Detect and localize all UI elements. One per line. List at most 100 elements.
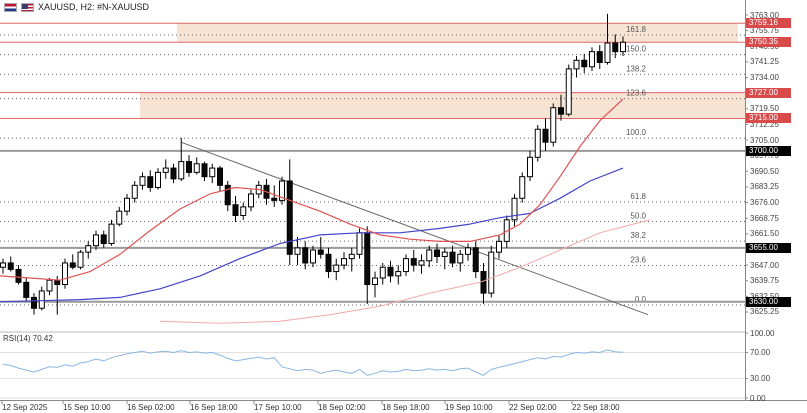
bearish-candle: [472, 247, 479, 273]
bullish-candle: [333, 264, 340, 273]
price-level-badge: 3715.00: [746, 113, 791, 124]
rsi-axis-label: 100.00: [750, 328, 775, 338]
chart-title: XAUUSD, H2: #N-XAUUSD: [38, 2, 150, 12]
bullish-candle: [279, 180, 285, 201]
bearish-candle: [31, 296, 37, 309]
time-axis-label: 18 Sep 02:00: [318, 403, 366, 412]
ma-medium-blue-line[interactable]: [0, 167, 624, 303]
price-level-badge: 3759.16: [746, 18, 791, 29]
price-axis-label: 3661.50: [750, 229, 779, 239]
ma-slow-pink-line[interactable]: [159, 219, 651, 324]
bearish-candle: [217, 167, 223, 186]
bullish-candle: [534, 128, 541, 158]
bearish-candle: [100, 234, 107, 245]
price-axis-label: 3763.00: [750, 10, 779, 20]
fib-level-label: 138.2: [626, 64, 647, 73]
price-axis-label: 3625.25: [750, 307, 779, 317]
bearish-candle: [54, 279, 61, 285]
bullish-candle: [294, 247, 301, 255]
bearish-candle: [186, 161, 192, 173]
bearish-candle: [410, 258, 417, 266]
bullish-candle: [155, 171, 161, 188]
bearish-candle: [271, 197, 278, 201]
bullish-candle: [441, 251, 448, 257]
bullish-candle: [488, 251, 495, 294]
time-axis-label: 22 Sep 02:00: [509, 403, 557, 412]
bullish-candle: [550, 107, 557, 143]
bullish-candle: [116, 210, 123, 225]
bullish-candle: [511, 197, 518, 221]
rsi-axis-label: 30.00: [750, 374, 771, 383]
bullish-candle: [372, 277, 378, 286]
bearish-candle: [612, 42, 619, 53]
bullish-candle: [77, 251, 84, 268]
bearish-candle: [69, 262, 76, 268]
rsi-line[interactable]: [2, 349, 624, 376]
bearish-candle: [201, 163, 208, 178]
bullish-candle: [604, 42, 611, 63]
bearish-candle: [581, 59, 588, 68]
price-axis-label: 3755.75: [750, 26, 779, 36]
bearish-candle: [325, 253, 332, 273]
price-axis-label: 3632.50: [750, 292, 779, 301]
bullish-candle: [426, 249, 433, 262]
trendline[interactable]: [180, 141, 649, 316]
ma-fast-red-line[interactable]: [0, 98, 624, 281]
bullish-candle: [178, 161, 185, 180]
bullish-candle: [573, 59, 580, 70]
time-axis-label: 12 Sep 2025: [2, 403, 48, 412]
bullish-candle: [162, 167, 169, 173]
bullish-candle: [0, 262, 6, 268]
time-axis-label: 19 Sep 10:00: [445, 403, 493, 412]
bullish-candle: [240, 206, 247, 217]
chart-header: XAUUSD, H2: #N-XAUUSD: [4, 2, 149, 12]
fib-level-label: 38.2: [630, 231, 646, 240]
price-axis-label: 3683.25: [750, 182, 779, 192]
fib-level-label: 50.0: [630, 212, 646, 221]
bullish-candle: [496, 240, 502, 253]
bullish-candle: [465, 247, 471, 255]
fib-level-label: 23.6: [630, 256, 646, 265]
bullish-candle: [85, 245, 92, 253]
price-level-badge: 3655.00: [746, 242, 791, 253]
rsi-axis-label: 0.00: [750, 393, 766, 403]
bearish-candle: [23, 281, 30, 298]
bullish-candle: [565, 68, 572, 115]
bearish-candle: [542, 128, 549, 143]
symbol-flag-icon-1: [4, 2, 17, 12]
bullish-candle: [589, 51, 595, 68]
time-axis-label: 16 Sep 18:00: [190, 403, 238, 412]
bearish-candle: [596, 51, 603, 63]
price-axis-label: 3676.00: [750, 198, 779, 208]
rsi-indicator-label: RSI(14) 70.42: [3, 334, 53, 343]
price-axis-label: 3647.00: [750, 260, 779, 270]
time-axis-label: 18 Sep 18:00: [382, 403, 430, 412]
bullish-candle: [348, 253, 355, 260]
bullish-candle: [310, 249, 316, 264]
price-axis-label: 3668.75: [750, 213, 779, 223]
bullish-candle: [209, 167, 216, 178]
bearish-candle: [15, 268, 22, 283]
bearish-candle: [364, 232, 371, 285]
fib-level-label: 61.8: [630, 192, 646, 201]
bullish-candle: [457, 253, 464, 264]
bullish-candle: [519, 176, 526, 199]
bullish-candle: [403, 258, 409, 273]
price-level-badge: 3700.00: [746, 145, 791, 156]
bearish-candle: [232, 204, 239, 217]
bullish-candle: [139, 176, 146, 186]
bearish-candle: [7, 262, 14, 270]
price-axis-label: 3719.50: [750, 104, 779, 114]
time-axis-label: 17 Sep 10:00: [254, 403, 302, 412]
bearish-candle: [224, 184, 231, 206]
bearish-candle: [558, 107, 564, 115]
symbol-flag-icon-2: [21, 2, 34, 12]
bullish-candle: [418, 260, 425, 266]
bullish-candle: [379, 266, 386, 279]
price-axis-label: 3705.00: [750, 135, 779, 145]
price-axis-label: 3712.25: [750, 119, 779, 129]
bullish-candle: [395, 271, 402, 277]
rsi-axis-label: 70.00: [750, 348, 771, 357]
